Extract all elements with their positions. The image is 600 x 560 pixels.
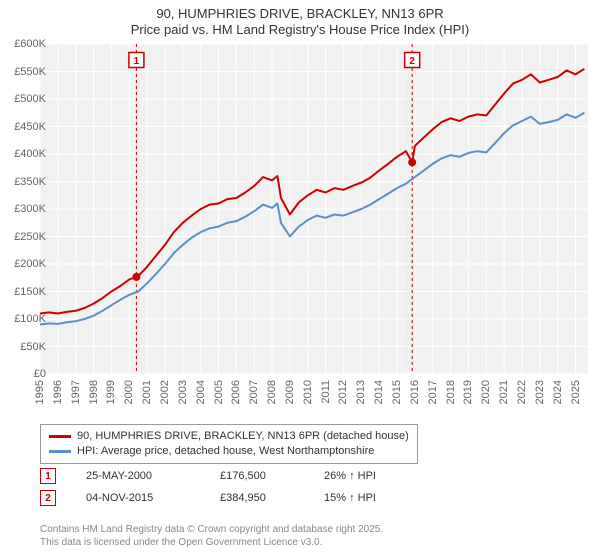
x-tick-label: 2017 [427,380,439,404]
x-tick-label: 2005 [213,380,225,404]
x-tick-label: 2015 [391,380,403,404]
svg-text:1: 1 [134,56,140,67]
x-tick-label: 2011 [320,380,332,404]
legend-swatch [49,435,71,438]
x-tick-label: 2006 [230,380,242,404]
marker-row: 1 25-MAY-2000 £176,500 26% ↑ HPI [40,468,414,484]
y-tick-label: £300K [4,203,46,215]
x-tick-label: 1996 [52,380,64,404]
y-tick-label: £50K [4,341,46,353]
chart-title-block: 90, HUMPHRIES DRIVE, BRACKLEY, NN13 6PR … [0,0,600,39]
x-tick-label: 2004 [195,380,207,404]
x-tick-label: 2024 [552,380,564,404]
footnote-line-2: This data is licensed under the Open Gov… [40,537,383,550]
legend-item: HPI: Average price, detached house, West… [49,444,409,459]
svg-text:2: 2 [409,56,415,67]
x-tick-label: 2022 [516,380,528,404]
y-tick-label: £0 [4,368,46,380]
x-tick-label: 1997 [70,380,82,404]
y-tick-label: £250K [4,231,46,243]
chart-svg: 12 [40,44,588,414]
x-tick-label: 1995 [34,380,46,404]
legend-swatch [49,450,71,453]
legend: 90, HUMPHRIES DRIVE, BRACKLEY, NN13 6PR … [40,424,418,464]
marker-date: 25-MAY-2000 [86,470,196,482]
x-tick-label: 2000 [123,380,135,404]
x-tick-label: 2019 [462,380,474,404]
x-tick-label: 2016 [409,380,421,404]
y-tick-label: £600K [4,38,46,50]
x-tick-label: 2021 [498,380,510,404]
legend-label: 90, HUMPHRIES DRIVE, BRACKLEY, NN13 6PR … [77,429,409,444]
marker-price: £384,950 [220,492,300,504]
x-tick-label: 2009 [284,380,296,404]
marker-pct: 26% ↑ HPI [324,470,414,482]
y-tick-label: £350K [4,176,46,188]
x-tick-label: 2007 [248,380,260,404]
x-tick-label: 1999 [105,380,117,404]
x-tick-label: 2023 [534,380,546,404]
title-line-1: 90, HUMPHRIES DRIVE, BRACKLEY, NN13 6PR [0,6,600,22]
x-tick-label: 2018 [445,380,457,404]
y-tick-label: £500K [4,93,46,105]
marker-row: 2 04-NOV-2015 £384,950 15% ↑ HPI [40,490,414,506]
marker-table: 1 25-MAY-2000 £176,500 26% ↑ HPI 2 04-NOV-201… [40,468,414,512]
x-tick-label: 2002 [159,380,171,404]
y-tick-label: £550K [4,66,46,78]
y-tick-label: £100K [4,313,46,325]
marker-price: £176,500 [220,470,300,482]
marker-date: 04-NOV-2015 [86,492,196,504]
x-tick-label: 2025 [570,380,582,404]
x-tick-label: 1998 [88,380,100,404]
y-tick-label: £400K [4,148,46,160]
x-tick-label: 2003 [177,380,189,404]
marker-badge: 1 [40,468,56,484]
footnote-line-1: Contains HM Land Registry data © Crown c… [40,524,383,537]
footnote: Contains HM Land Registry data © Crown c… [40,524,383,549]
y-tick-label: £450K [4,121,46,133]
x-tick-label: 2014 [373,380,385,404]
y-tick-label: £200K [4,258,46,270]
x-tick-label: 2013 [355,380,367,404]
marker-badge: 2 [40,490,56,506]
x-tick-label: 2008 [266,380,278,404]
x-tick-label: 2020 [480,380,492,404]
x-tick-label: 2010 [302,380,314,404]
legend-item: 90, HUMPHRIES DRIVE, BRACKLEY, NN13 6PR … [49,429,409,444]
x-tick-label: 2001 [141,380,153,404]
title-line-2: Price paid vs. HM Land Registry's House … [0,22,600,38]
y-tick-label: £150K [4,286,46,298]
marker-pct: 15% ↑ HPI [324,492,414,504]
x-tick-label: 2012 [337,380,349,404]
legend-label: HPI: Average price, detached house, West… [77,444,374,459]
